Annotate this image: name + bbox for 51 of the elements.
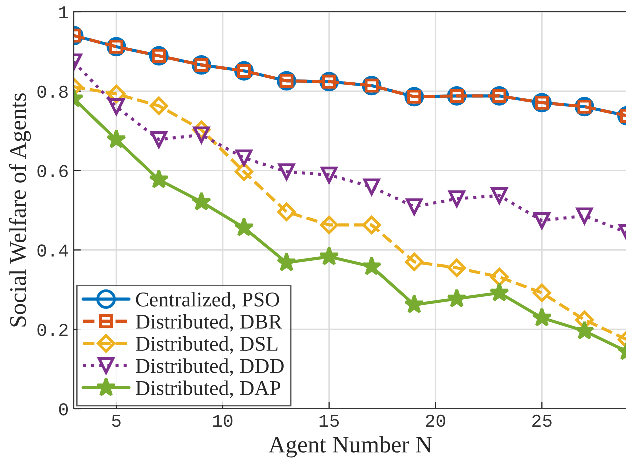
y-tick-label: 0.6 [38,165,68,178]
point [406,198,423,216]
point [320,216,339,234]
point [491,187,508,204]
legend-label: Centralized, PSO [136,292,280,310]
x-tick-label: 20 [426,414,446,428]
point [448,190,466,208]
point [448,258,466,278]
point [490,268,509,286]
point [576,208,594,224]
x-tick-label: 5 [112,415,121,428]
point [364,178,380,196]
point [108,98,125,116]
point [236,150,253,166]
x-tick-label: 25 [532,414,552,428]
point [447,288,467,308]
point [532,284,552,302]
legend-label: Distributed, DBR [136,314,282,332]
y-tick-label: 0.8 [38,86,68,98]
y-tick-label: 0.2 [38,324,68,336]
x-axis-title: Agent Number N [268,436,432,458]
point [490,282,510,302]
point [319,246,340,266]
point [192,192,212,211]
point [404,294,424,314]
point [534,212,550,230]
legend-label: Distributed, DAP [136,380,280,398]
y-axis-title: Social Welfare of Agents [9,94,32,327]
y-tick-label: 1 [60,6,68,19]
point [278,202,296,222]
point [405,252,424,272]
legend-label: Distributed, DSL [136,336,278,354]
point [149,170,170,189]
point [278,164,296,180]
x-tick-label: 15 [320,415,340,428]
point [193,126,210,144]
point [276,252,297,272]
point [574,320,595,340]
point [150,96,168,116]
point [362,216,382,234]
y-tick-label: 0.4 [38,244,68,257]
point [234,218,254,237]
legend-label: Distributed, DDD [136,358,284,376]
point [106,129,127,149]
point [234,162,254,182]
y-tick-label: 0 [59,403,68,416]
point [532,308,552,327]
point [321,166,338,184]
x-tick-label: 10 [213,414,233,428]
point [362,256,382,276]
point [150,132,168,148]
